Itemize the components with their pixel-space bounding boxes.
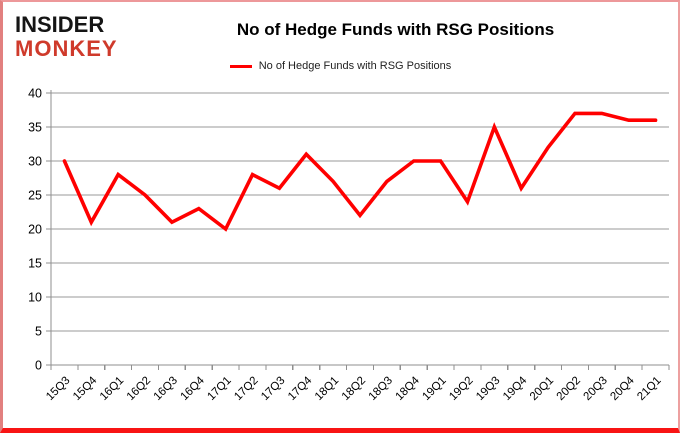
x-tick-label: 16Q4 [179, 374, 208, 403]
x-tick-label: 20Q2 [555, 375, 583, 403]
insider-monkey-logo: INSIDER MONKEY [15, 14, 118, 60]
x-tick-label: 18Q2 [340, 375, 368, 403]
series-line [62, 111, 658, 232]
logo-text-monkey: MONKEY [15, 36, 118, 61]
chart-title: No of Hedge Funds with RSG Positions [236, 20, 555, 39]
logo-text-insider: INSIDER [15, 12, 105, 37]
x-tick-label: 17Q2 [232, 375, 260, 403]
x-tick-label: 19Q1 [420, 375, 448, 403]
legend-line-swatch-icon [229, 64, 252, 68]
x-tick-label: 15Q4 [71, 374, 100, 403]
x-tick-label: 20Q3 [582, 375, 610, 403]
x-tick-label: 16Q3 [152, 375, 180, 403]
x-tick-label: 15Q3 [44, 375, 72, 403]
y-tick-label: 15 [28, 257, 42, 271]
y-tick-label: 35 [28, 121, 42, 135]
legend: No of Hedge Funds with RSG Positions [3, 60, 678, 72]
y-tick-label: 5 [35, 325, 42, 339]
x-tick-label: 16Q2 [125, 375, 153, 403]
y-tick-label: 20 [28, 223, 42, 237]
x-tick-label: 17Q3 [259, 375, 287, 403]
legend-label: No of Hedge Funds with RSG Positions [258, 60, 452, 72]
x-tick-label: 18Q3 [367, 375, 395, 403]
y-tick-label: 25 [28, 189, 42, 203]
x-tick-label: 18Q4 [393, 374, 422, 403]
y-tick-label: 10 [28, 291, 42, 305]
x-tick-label: 19Q3 [474, 375, 502, 403]
y-tick-label: 0 [35, 359, 42, 373]
x-tick-label: 18Q1 [313, 375, 341, 403]
x-tick-label: 17Q4 [286, 374, 315, 403]
line-chart: 0 5 10 15 20 25 30 35 40 15Q315Q416Q116Q216Q316Q4… [28, 87, 670, 403]
x-tick-label: 19Q4 [501, 374, 530, 403]
y-tick-label: 30 [28, 155, 42, 169]
x-tick-label: 16Q1 [98, 375, 126, 403]
x-tick-label: 17Q1 [205, 375, 233, 403]
y-tick-label: 40 [28, 87, 42, 101]
x-tick-label: 20Q4 [608, 374, 637, 403]
x-tick-label: 21Q1 [635, 375, 663, 403]
x-tick-label: 20Q1 [528, 375, 556, 403]
x-tick-label: 19Q2 [447, 375, 475, 403]
